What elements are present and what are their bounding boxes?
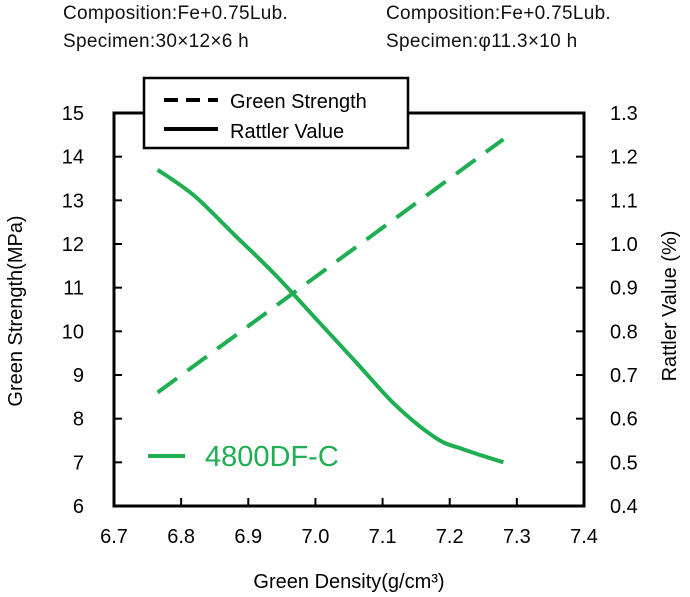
annotation-right: Composition:Fe+0.75Lub. Specimen:φ11.3×1… bbox=[386, 0, 611, 56]
x-axis-title: Green Density(g/cm³) bbox=[253, 571, 444, 593]
y-left-tick-label: 9 bbox=[73, 365, 84, 387]
y-right-tick-label: 0.8 bbox=[610, 321, 638, 343]
y-right-tick-label: 1.1 bbox=[610, 190, 638, 212]
y-right-tick-label: 0.7 bbox=[610, 365, 638, 387]
annotation-left: Composition:Fe+0.75Lub. Specimen:30×12×6… bbox=[63, 0, 288, 56]
series-line-green-strength bbox=[156, 137, 505, 395]
y-left-tick-label: 14 bbox=[62, 147, 84, 169]
specimen-left: Specimen:30×12×6 h bbox=[63, 31, 250, 52]
x-tick-label: 7.3 bbox=[503, 526, 531, 548]
y-right-tick-label: 0.6 bbox=[610, 409, 638, 431]
legend-label-green-strength: Green Strength bbox=[230, 91, 367, 113]
y-left-tick-label: 10 bbox=[62, 321, 84, 343]
x-tick-label: 6.7 bbox=[100, 526, 128, 548]
y-left-tick-label: 11 bbox=[63, 278, 84, 300]
y-left-tick-label: 12 bbox=[62, 234, 84, 256]
y-right-tick-label: 0.9 bbox=[610, 278, 638, 300]
x-tick-label: 7.1 bbox=[369, 526, 397, 548]
x-tick-label: 6.8 bbox=[167, 526, 195, 548]
legend-label-rattler-value: Rattler Value bbox=[230, 121, 344, 143]
legend-box bbox=[142, 76, 410, 150]
series-tag-label: 4800DF-C bbox=[205, 441, 339, 473]
composition-right: Composition:Fe+0.75Lub. bbox=[386, 3, 612, 24]
y-right-tick-label: 1.0 bbox=[610, 234, 638, 256]
y-right-tick-label: 0.4 bbox=[610, 496, 638, 518]
series-layer bbox=[156, 137, 505, 465]
y-axis-left-title: Green Strength(MPa) bbox=[5, 215, 27, 406]
x-tick-label: 7.4 bbox=[570, 526, 598, 548]
plot-frame bbox=[112, 111, 586, 508]
series-line-rattler-value bbox=[156, 168, 504, 465]
y-left-tick-label: 8 bbox=[73, 409, 84, 431]
y-left-tick-label: 15 bbox=[62, 103, 84, 125]
x-tick-label: 6.9 bbox=[234, 526, 262, 548]
legend: Green Strength Rattler Value bbox=[142, 76, 410, 150]
y-right-tick-label: 1.2 bbox=[610, 147, 638, 169]
y-left-tick-label: 7 bbox=[73, 452, 84, 474]
y-left-tick-label: 13 bbox=[62, 190, 84, 212]
specimen-right: Specimen:φ11.3×10 h bbox=[386, 31, 578, 52]
y-axis-right-title: Rattler Value (%) bbox=[659, 231, 681, 382]
y-right-tick-label: 1.3 bbox=[610, 103, 638, 125]
x-tick-label: 7.2 bbox=[436, 526, 464, 548]
x-tick-label: 7.0 bbox=[302, 526, 330, 548]
ticks-layer: 6.7 6.8 6.9 7.0 7.1 7.2 7.3 7.4 6 7 8 9 10 11 12 13 14 15… bbox=[62, 103, 638, 548]
composition-left: Composition:Fe+0.75Lub. bbox=[63, 3, 289, 24]
y-left-tick-label: 6 bbox=[73, 496, 84, 518]
y-right-tick-label: 0.5 bbox=[610, 452, 638, 474]
series-tag: 4800DF-C bbox=[148, 441, 339, 473]
